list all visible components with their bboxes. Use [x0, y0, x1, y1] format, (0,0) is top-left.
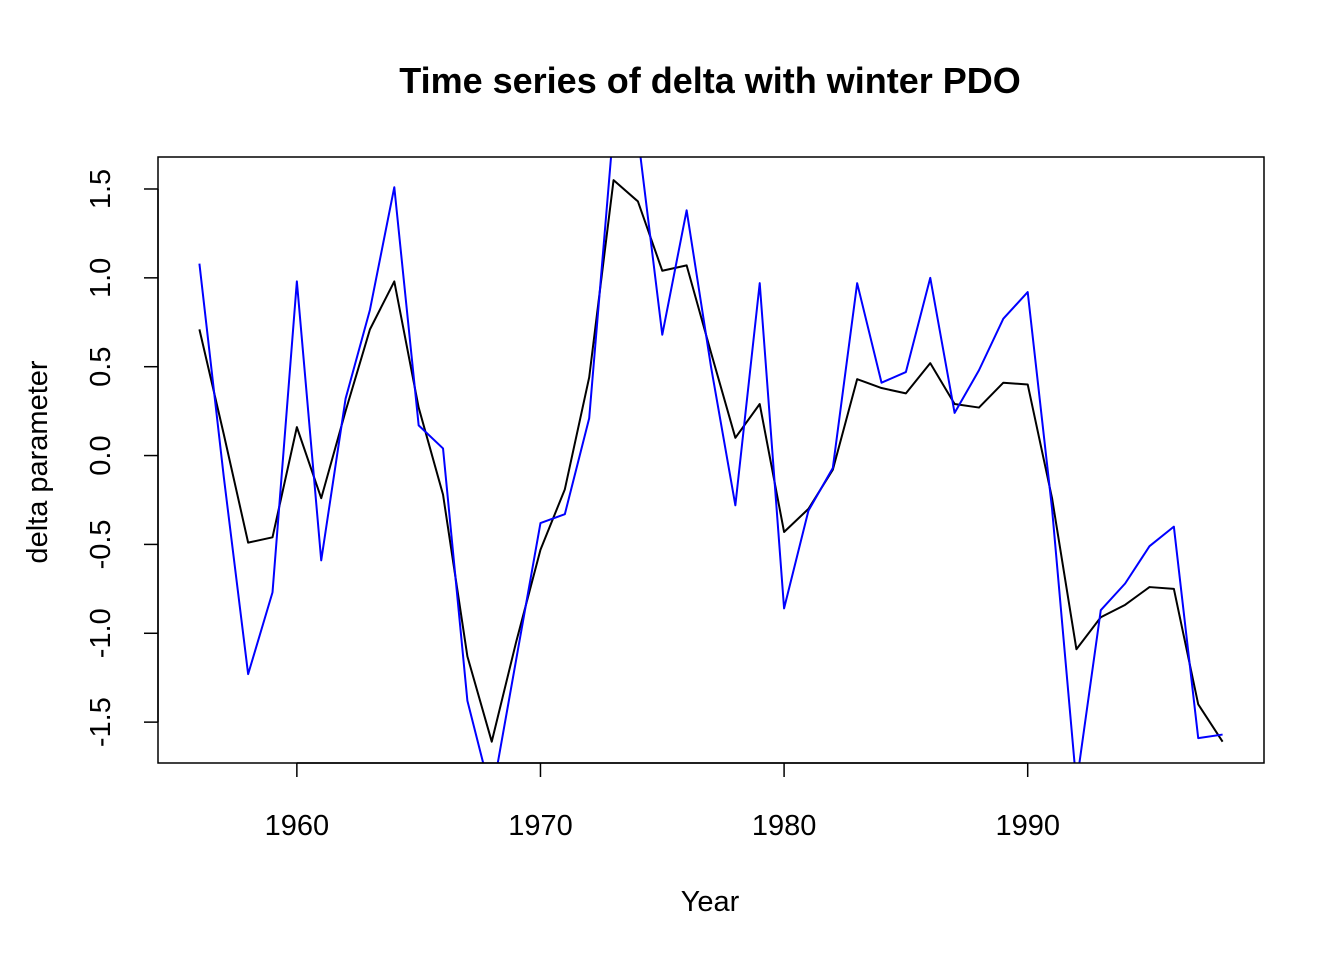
x-tick-label-1990: 1990: [995, 810, 1060, 842]
y-tick-label-1: -1.0: [85, 608, 117, 658]
x-axis-label: Year: [681, 886, 740, 918]
x-tick-label-1960: 1960: [265, 810, 330, 842]
x-tick-label-1970: 1970: [508, 810, 573, 842]
y-tick-label-6: 1.5: [85, 169, 117, 209]
y-tick-label-3: 0.0: [85, 435, 117, 475]
y-tick-label-4: 0.5: [85, 347, 117, 387]
y-axis-label: delta parameter: [22, 360, 54, 563]
chart-title: Time series of delta with winter PDO: [399, 60, 1021, 101]
x-tick-label-1980: 1980: [752, 810, 817, 842]
series-line-1: [198, 179, 1224, 743]
y-tick-label-2: -0.5: [85, 519, 117, 569]
plot-layer: 1960 1970 1980 1990 -1.5 -1.0 -0.5 0.0 0.5 1.0 1.5: [85, 156, 1265, 842]
y-tick-label-0: -1.5: [85, 697, 117, 747]
y-tick-label-5: 1.0: [85, 258, 117, 298]
series-line-2: [198, 157, 1223, 763]
plot-frame: [157, 156, 1265, 764]
